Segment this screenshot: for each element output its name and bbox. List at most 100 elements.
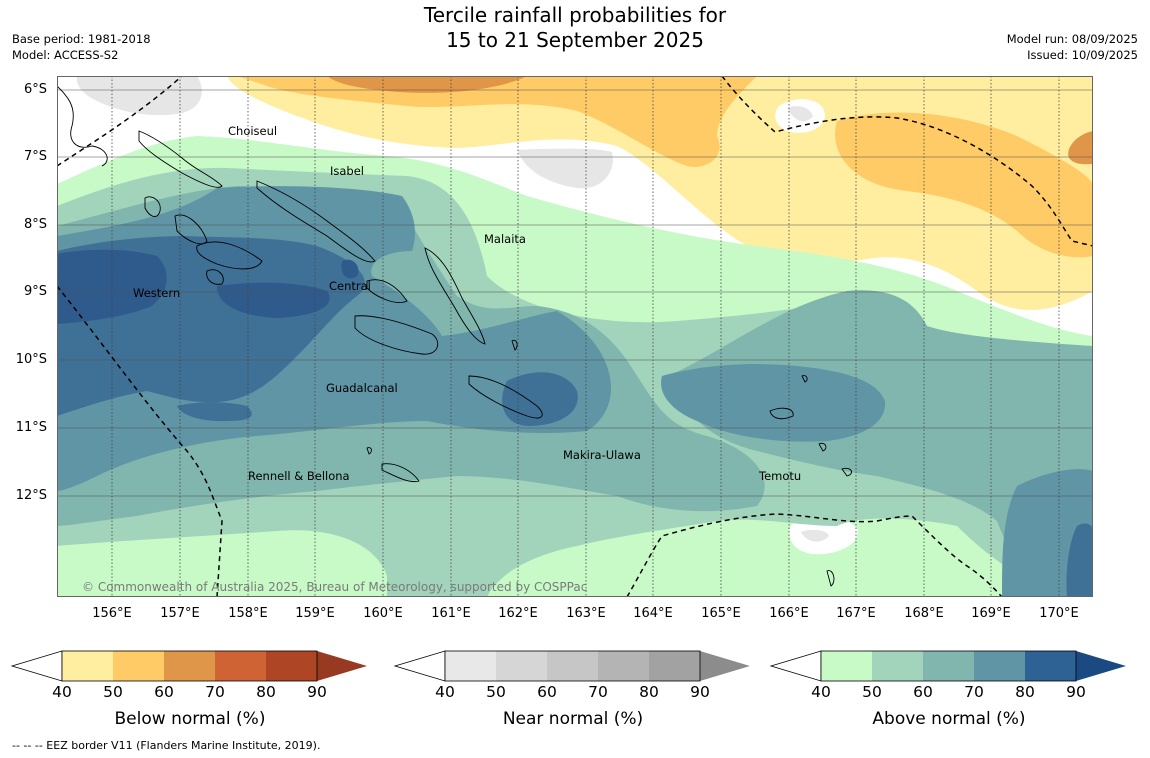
lat-label-10s: 10°S bbox=[15, 352, 47, 367]
colorbar-below-normal-segment bbox=[164, 651, 215, 681]
island-outlines bbox=[57, 85, 853, 587]
chart-title: Tercile rainfall probabilities for 15 to… bbox=[0, 3, 1150, 53]
lon-label-162e: 162°E bbox=[498, 606, 538, 621]
colorbar-near-normal-tick-label: 50 bbox=[486, 683, 506, 701]
island-guadalcanal bbox=[354, 315, 439, 355]
colorbar-above-normal-tick-label: 60 bbox=[913, 683, 933, 701]
above-normal-70-80-zone-east bbox=[661, 364, 886, 442]
title-line-1: Tercile rainfall probabilities for bbox=[423, 3, 727, 27]
above-normal-90-zone-isabel bbox=[341, 259, 359, 279]
island-choiseul bbox=[138, 130, 223, 188]
lat-label-9s: 9°S bbox=[23, 284, 47, 299]
island-vanuatu-n bbox=[826, 570, 835, 587]
colorbar-above-normal-tick-label: 80 bbox=[1015, 683, 1035, 701]
island-rennell bbox=[381, 463, 420, 483]
colorbar-above-normal-segment bbox=[923, 651, 974, 681]
colorbar-title-below-normal: Below normal (%) bbox=[114, 709, 266, 729]
colorbar-near-normal-under-arrow bbox=[393, 650, 446, 682]
colorbar-below-normal-tick-label: 70 bbox=[205, 683, 225, 701]
island-makira bbox=[468, 375, 543, 419]
colorbar-near-normal-tick-label: 40 bbox=[435, 683, 455, 701]
meta-left: Base period: 1981-2018 Model: ACCESS-S2 bbox=[12, 31, 151, 63]
below-normal-50-60-zone bbox=[237, 76, 757, 167]
colorbar-below-normal-segment bbox=[62, 651, 113, 681]
island-bellona bbox=[366, 447, 372, 455]
colorbar-near-normal-tick-label: 90 bbox=[690, 683, 710, 701]
place-label-guadalcanal: Guadalcanal bbox=[326, 381, 398, 395]
colorbar-below-normal-segment bbox=[113, 651, 164, 681]
place-label-rennell-bellona: Rennell & Bellona bbox=[248, 469, 350, 483]
colorbar-below-normal-tick-label: 90 bbox=[307, 683, 327, 701]
lat-label-8s: 8°S bbox=[23, 217, 47, 232]
island-reef bbox=[801, 375, 808, 383]
colorbar-near-normal-over-arrow bbox=[700, 651, 750, 681]
above-normal-40-50-patch-sw bbox=[57, 530, 387, 597]
lon-label-164e: 164°E bbox=[633, 606, 673, 621]
lon-label-167e: 167°E bbox=[836, 606, 876, 621]
colorbars bbox=[10, 650, 1126, 682]
colorbar-near-normal-outline bbox=[444, 650, 701, 682]
colorbar-near-normal-tick-label: 70 bbox=[588, 683, 608, 701]
model-run-text: Model run: 08/09/2025 bbox=[1006, 32, 1138, 46]
island-western-1 bbox=[144, 196, 161, 218]
gridlines bbox=[57, 89, 1093, 497]
colorbar-below-normal-tick-label: 60 bbox=[154, 683, 174, 701]
island-santa-cruz bbox=[769, 407, 794, 420]
island-utupua bbox=[841, 467, 853, 477]
island-vella bbox=[206, 269, 224, 285]
colorbar-above-normal bbox=[769, 650, 1126, 682]
place-label-temotu: Temotu bbox=[759, 469, 802, 483]
lon-label-163e: 163°E bbox=[566, 606, 606, 621]
place-label-choiseul: Choiseul bbox=[228, 124, 278, 138]
lon-label-160e: 160°E bbox=[363, 606, 403, 621]
above-normal-90-zone-central bbox=[217, 282, 330, 318]
colorbar-near-normal-segment bbox=[445, 651, 496, 681]
colorbar-above-normal-over-arrow bbox=[1076, 651, 1126, 681]
lat-label-6s: 6°S bbox=[23, 82, 47, 97]
colorbar-above-normal-segment bbox=[1025, 651, 1076, 681]
issued-text: Issued: 10/09/2025 bbox=[1027, 48, 1138, 62]
colorbar-above-normal-tick-label: 50 bbox=[862, 683, 882, 701]
colorbar-near-normal-segment bbox=[649, 651, 700, 681]
below-normal-60-70-zone-east bbox=[1068, 131, 1093, 165]
colorbar-near-normal-segment bbox=[598, 651, 649, 681]
base-period-text: Base period: 1981-2018 bbox=[12, 32, 151, 46]
place-label-central: Central bbox=[329, 279, 371, 293]
island-florida bbox=[366, 279, 408, 303]
eez-borders bbox=[57, 76, 1093, 597]
colorbar-below-normal-tick-label: 40 bbox=[52, 683, 72, 701]
colorbar-above-normal-under-arrow bbox=[769, 650, 822, 682]
colorbar-below-normal bbox=[10, 650, 367, 682]
island-ulawa bbox=[511, 339, 518, 351]
lon-label-168e: 168°E bbox=[904, 606, 944, 621]
lon-label-169e: 169°E bbox=[971, 606, 1011, 621]
lon-label-156e: 156°E bbox=[92, 606, 132, 621]
lon-label-170e: 170°E bbox=[1039, 606, 1079, 621]
above-normal-80-90-zone-2 bbox=[177, 402, 252, 422]
lon-label-161e: 161°E bbox=[431, 606, 471, 621]
probability-map bbox=[57, 76, 1093, 597]
colorbar-below-normal-tick-label: 50 bbox=[103, 683, 123, 701]
colorbar-below-normal-tick-label: 80 bbox=[256, 683, 276, 701]
colorbar-below-normal-segment bbox=[266, 651, 317, 681]
lat-label-11s: 11°S bbox=[15, 420, 47, 435]
lon-label-159e: 159°E bbox=[295, 606, 335, 621]
colorbar-above-normal-segment bbox=[821, 651, 872, 681]
island-vanikoro bbox=[818, 442, 827, 452]
near-normal-40-50-zone-center bbox=[517, 148, 613, 189]
place-label-isabel: Isabel bbox=[330, 164, 365, 178]
colorbar-near-normal-tick-label: 60 bbox=[537, 683, 557, 701]
lon-label-157e: 157°E bbox=[160, 606, 200, 621]
place-label-malaita: Malaita bbox=[484, 232, 526, 246]
colorbar-above-normal-segment bbox=[872, 651, 923, 681]
colorbar-near-normal-segment bbox=[547, 651, 598, 681]
meta-right: Model run: 08/09/2025 Issued: 10/09/2025 bbox=[1007, 31, 1138, 63]
colorbar-above-normal-tick-label: 40 bbox=[811, 683, 831, 701]
place-label-western: Western bbox=[133, 286, 181, 300]
colorbar-below-normal-outline bbox=[61, 650, 318, 682]
colorbar-above-normal-outline bbox=[820, 650, 1077, 682]
below-normal-50-60-zone-east bbox=[835, 112, 1093, 258]
above-normal-80-90-zone-se bbox=[1066, 523, 1093, 597]
near-normal-40-50-zone-east bbox=[787, 106, 813, 122]
colorbar-below-normal-under-arrow bbox=[10, 650, 63, 682]
